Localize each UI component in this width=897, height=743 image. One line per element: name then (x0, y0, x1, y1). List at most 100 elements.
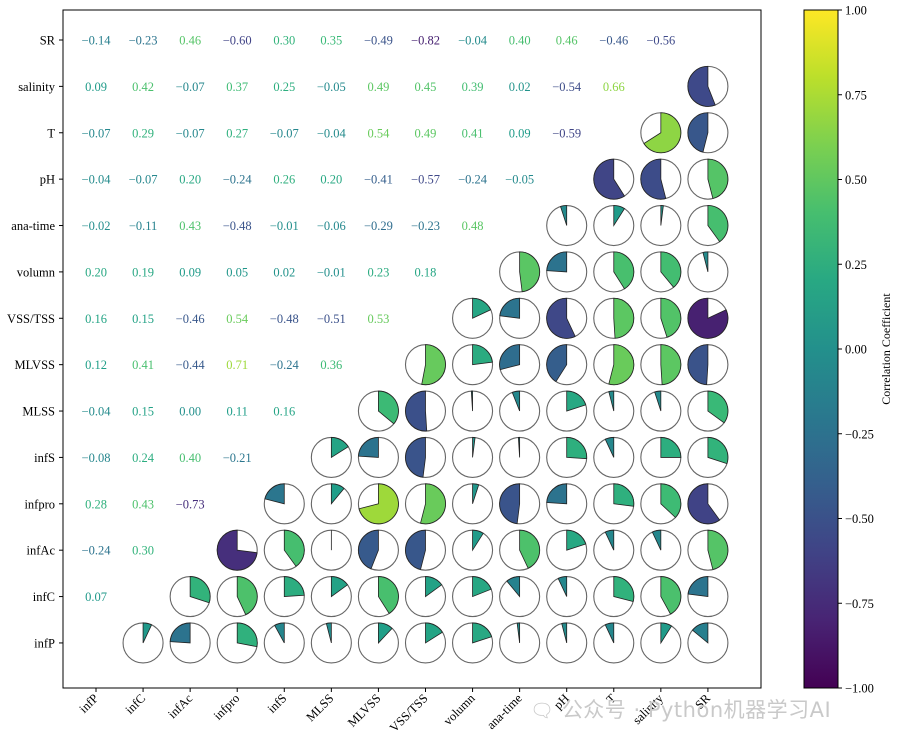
corr-value-SR-ana-time: 0.40 (509, 34, 531, 48)
pie-wedge (330, 576, 349, 598)
corr-value-pH-VSS/TSS: −0.57 (411, 173, 440, 187)
corr-value-T-infP: −0.07 (82, 126, 111, 140)
pie-wedge (330, 437, 349, 459)
corr-value-T-ana-time: 0.09 (509, 126, 531, 140)
wechat-icon: 🗨 (530, 700, 555, 722)
corr-value-pH-volumn: −0.24 (458, 173, 488, 187)
corr-pie-MLSS-SR (687, 390, 729, 432)
y-tick-label-MLSS: MLSS (22, 405, 55, 419)
corr-value-VSS/TSS-infAc: −0.46 (176, 312, 205, 326)
corr-pie-infC-T (593, 576, 635, 618)
x-tick-label-ana-time: ana-time (484, 691, 525, 732)
pie-wedge (546, 251, 568, 273)
y-axis-ticks: SR salinity TpH ana-time volumn VSS/TSS MLVSS M… (7, 34, 63, 650)
pie-wedge (358, 437, 379, 458)
corr-value-infS-infpro: −0.21 (223, 451, 252, 465)
pie-wedge (613, 205, 626, 227)
corr-value-SR-infP: −0.14 (82, 34, 112, 48)
corr-value-T-infAc: −0.07 (176, 126, 205, 140)
pie-wedge (707, 437, 729, 465)
corr-pie-MLVSS-volumn (452, 344, 494, 386)
corr-value-MLVSS-infP: 0.12 (85, 358, 107, 372)
corr-pie-infAc-infS (263, 529, 305, 571)
pie-wedge (358, 483, 399, 525)
corr-pie-MLSS-salinity (640, 390, 682, 432)
corr-pie-infS-VSS/TSS (404, 436, 447, 478)
corr-pie-MLSS-ana-time (499, 390, 541, 432)
corr-pie-infpro-MLVSS (357, 483, 399, 525)
corr-pie-infS-salinity (640, 436, 682, 478)
corr-pie-infP-infpro (216, 622, 258, 664)
pie-wedge (472, 576, 492, 598)
pie-wedge (654, 390, 662, 412)
pie-wedge (608, 344, 635, 386)
corr-value-salinity-pH: −0.54 (552, 80, 582, 94)
pie-wedge (707, 158, 729, 199)
x-tick-label-infAc: infAc (165, 691, 195, 721)
x-tick-label-infP: infP (76, 691, 101, 716)
corr-pie-infS-volumn (452, 436, 494, 478)
x-tick-label-MLSS: MLSS (303, 691, 336, 724)
x-tick-label-infC: infC (123, 691, 149, 717)
pie-wedge (425, 576, 443, 598)
colorbar-gradient (803, 9, 839, 689)
pie-wedge (687, 344, 709, 386)
pie-wedge (691, 622, 709, 644)
corr-pie-infP-VSS/TSS (404, 622, 447, 664)
corr-value-volumn-infpro: 0.05 (226, 265, 248, 279)
corr-pie-infP-SR (687, 622, 729, 664)
corr-value-salinity-ana-time: 0.02 (509, 80, 531, 94)
corr-value-salinity-T: 0.66 (603, 80, 625, 94)
corr-pie-infC-salinity (640, 576, 682, 618)
corr-value-MLVSS-infpro: 0.71 (226, 358, 248, 372)
pie-wedge (420, 483, 446, 525)
pie-wedge (283, 529, 305, 567)
y-tick-label-infC: infC (33, 590, 55, 604)
corr-value-infpro-infC: 0.43 (132, 497, 154, 511)
pie-wedge (405, 437, 426, 478)
corr-pie-infAc-volumn (452, 529, 494, 571)
pie-wedge (560, 205, 568, 226)
corr-pie-infC-pH (546, 576, 588, 618)
corr-value-MLSS-infS: 0.16 (273, 405, 295, 419)
corr-pie-infP-pH (546, 622, 588, 664)
corr-value-salinity-VSS/TSS: 0.45 (415, 80, 437, 94)
corr-pie-infP-MLVSS (357, 622, 399, 664)
corr-value-salinity-infS: 0.25 (273, 80, 295, 94)
corr-pie-MLVSS-SR (687, 344, 729, 386)
corr-value-SR-infS: 0.30 (273, 34, 295, 48)
corr-pie-pH-SR (687, 158, 729, 200)
corr-value-infS-infC: 0.24 (132, 451, 155, 465)
pie-wedge (660, 205, 664, 226)
y-tick-label-infAc: infAc (27, 544, 56, 558)
corr-value-salinity-MLSS: −0.05 (317, 80, 346, 94)
corr-value-ana-time-MLVSS: −0.29 (364, 219, 393, 233)
corr-pie-infpro-VSS/TSS (404, 483, 447, 525)
corr-value-MLSS-infpro: 0.11 (226, 405, 247, 419)
pie-wedge (608, 390, 615, 412)
corr-pie-volumn-T (593, 251, 635, 293)
colorbar-label: Correlation Coefficient (879, 293, 893, 405)
corr-pie-infAc-VSS/TSS (404, 529, 447, 571)
corr-value-ana-time-infS: −0.01 (270, 219, 299, 233)
corr-value-SR-pH: 0.46 (556, 34, 578, 48)
colorbar-tick-label: −0.25 (845, 427, 874, 441)
pie-wedge (660, 251, 682, 288)
corr-pie-infAc-SR (687, 529, 729, 571)
pie-wedge (660, 297, 682, 338)
pie-wedge (472, 529, 484, 552)
pie-wedge (169, 622, 191, 644)
corr-value-SR-volumn: −0.04 (458, 34, 488, 48)
corr-value-ana-time-infAc: 0.43 (179, 219, 201, 233)
corr-value-MLSS-infP: −0.04 (82, 405, 112, 419)
corr-value-ana-time-infC: −0.11 (129, 219, 157, 233)
pie-wedge (472, 297, 492, 319)
corr-pie-infC-ana-time (499, 576, 541, 618)
corr-value-infC-infP: 0.07 (85, 590, 107, 604)
corr-pie-VSS/TSS-pH (546, 297, 588, 339)
y-tick-label-salinity: salinity (18, 80, 56, 94)
pie-wedge (660, 344, 682, 386)
corr-pie-infS-T (593, 436, 635, 478)
corr-pie-MLVSS-pH (546, 344, 588, 386)
corr-value-volumn-infS: 0.02 (273, 265, 295, 279)
